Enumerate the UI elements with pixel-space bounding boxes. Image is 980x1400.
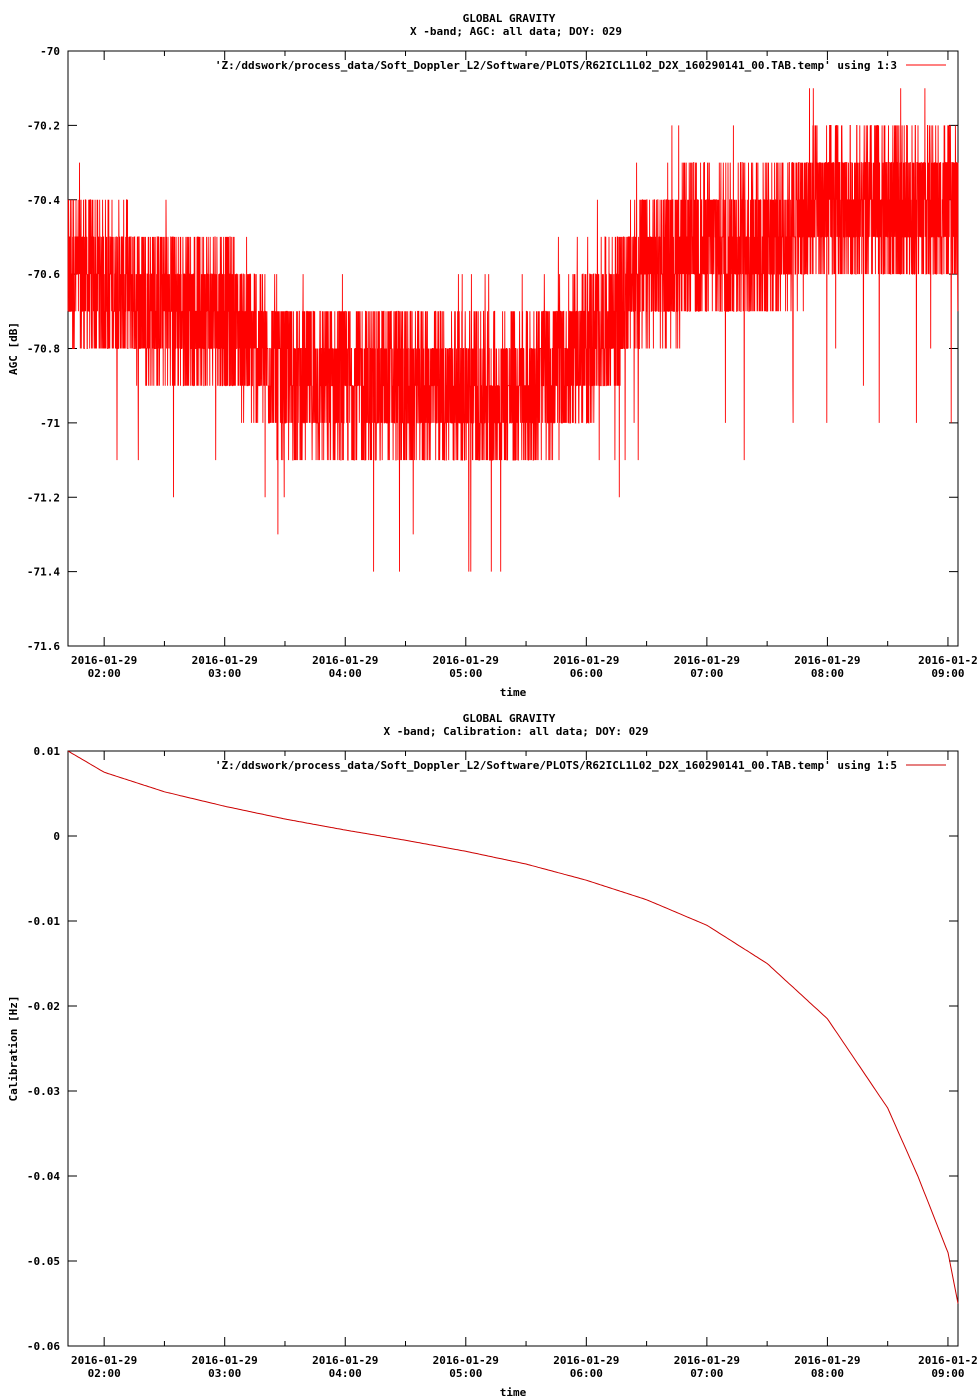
y-tick-label: -70.8 <box>27 343 60 356</box>
x-tick-time: 09:00 <box>931 667 964 680</box>
x-tick-time: 04:00 <box>329 1367 362 1380</box>
x-tick-time: 07:00 <box>690 667 723 680</box>
x-tick-date: 2016-01-29 <box>71 654 137 667</box>
x-tick-time: 08:00 <box>811 667 844 680</box>
y-tick-label: -71 <box>40 417 60 430</box>
x-tick-time: 08:00 <box>811 1367 844 1380</box>
x-axis-label: time <box>500 1386 527 1399</box>
x-tick-time: 05:00 <box>449 667 482 680</box>
x-tick-date: 2016-01-29 <box>312 654 378 667</box>
y-tick-label: -71.6 <box>27 640 60 653</box>
x-tick-date: 2016-01-29 <box>71 1354 137 1367</box>
y-tick-label: 0.01 <box>34 745 61 758</box>
x-tick-date: 2016-01-29 <box>553 1354 619 1367</box>
y-tick-label: -0.03 <box>27 1085 60 1098</box>
y-tick-label: -0.06 <box>27 1340 60 1353</box>
chart-subtitle: X -band; AGC: all data; DOY: 029 <box>410 25 622 38</box>
x-tick-date: 2016-01-2 <box>918 1354 978 1367</box>
x-tick-time: 05:00 <box>449 1367 482 1380</box>
x-tick-time: 02:00 <box>88 667 121 680</box>
x-tick-time: 03:00 <box>208 667 241 680</box>
legend-label: 'Z:/ddswork/process_data/Soft_Doppler_L2… <box>215 759 897 772</box>
x-tick-date: 2016-01-2 <box>918 654 978 667</box>
x-tick-time: 06:00 <box>570 667 603 680</box>
chart-subtitle: X -band; Calibration: all data; DOY: 029 <box>384 725 649 738</box>
x-tick-time: 06:00 <box>570 1367 603 1380</box>
x-tick-time: 09:00 <box>931 1367 964 1380</box>
x-axis-label: time <box>500 686 527 699</box>
y-tick-label: -70 <box>40 45 60 58</box>
data-series-line <box>67 88 959 572</box>
y-axis-label: Calibration [Hz] <box>7 996 20 1102</box>
x-tick-time: 07:00 <box>690 1367 723 1380</box>
legend-label: 'Z:/ddswork/process_data/Soft_Doppler_L2… <box>215 59 897 72</box>
x-tick-date: 2016-01-29 <box>794 654 860 667</box>
x-tick-date: 2016-01-29 <box>192 1354 258 1367</box>
chart-title: GLOBAL GRAVITY <box>463 12 556 25</box>
x-tick-time: 04:00 <box>329 667 362 680</box>
x-tick-date: 2016-01-29 <box>553 654 619 667</box>
y-tick-label: -0.05 <box>27 1255 60 1268</box>
x-tick-date: 2016-01-29 <box>674 1354 740 1367</box>
y-tick-label: -0.04 <box>27 1170 60 1183</box>
x-tick-date: 2016-01-29 <box>794 1354 860 1367</box>
x-tick-time: 02:00 <box>88 1367 121 1380</box>
y-tick-label: -70.6 <box>27 268 60 281</box>
x-tick-date: 2016-01-29 <box>674 654 740 667</box>
chart-title: GLOBAL GRAVITY <box>463 712 556 725</box>
y-tick-label: -70.4 <box>27 194 60 207</box>
plot-frame <box>67 750 959 1347</box>
y-tick-label: -0.01 <box>27 915 60 928</box>
y-tick-label: -0.02 <box>27 1000 60 1013</box>
y-tick-label: -70.2 <box>27 119 60 132</box>
y-axis-label: AGC [dB] <box>7 322 20 375</box>
y-tick-label: 0 <box>53 830 60 843</box>
x-tick-time: 03:00 <box>208 1367 241 1380</box>
y-tick-label: -71.2 <box>27 491 60 504</box>
x-tick-date: 2016-01-29 <box>433 1354 499 1367</box>
y-tick-label: -71.4 <box>27 566 60 579</box>
x-tick-date: 2016-01-29 <box>433 654 499 667</box>
x-tick-date: 2016-01-29 <box>192 654 258 667</box>
x-tick-date: 2016-01-29 <box>312 1354 378 1367</box>
data-series-line <box>67 750 959 1304</box>
